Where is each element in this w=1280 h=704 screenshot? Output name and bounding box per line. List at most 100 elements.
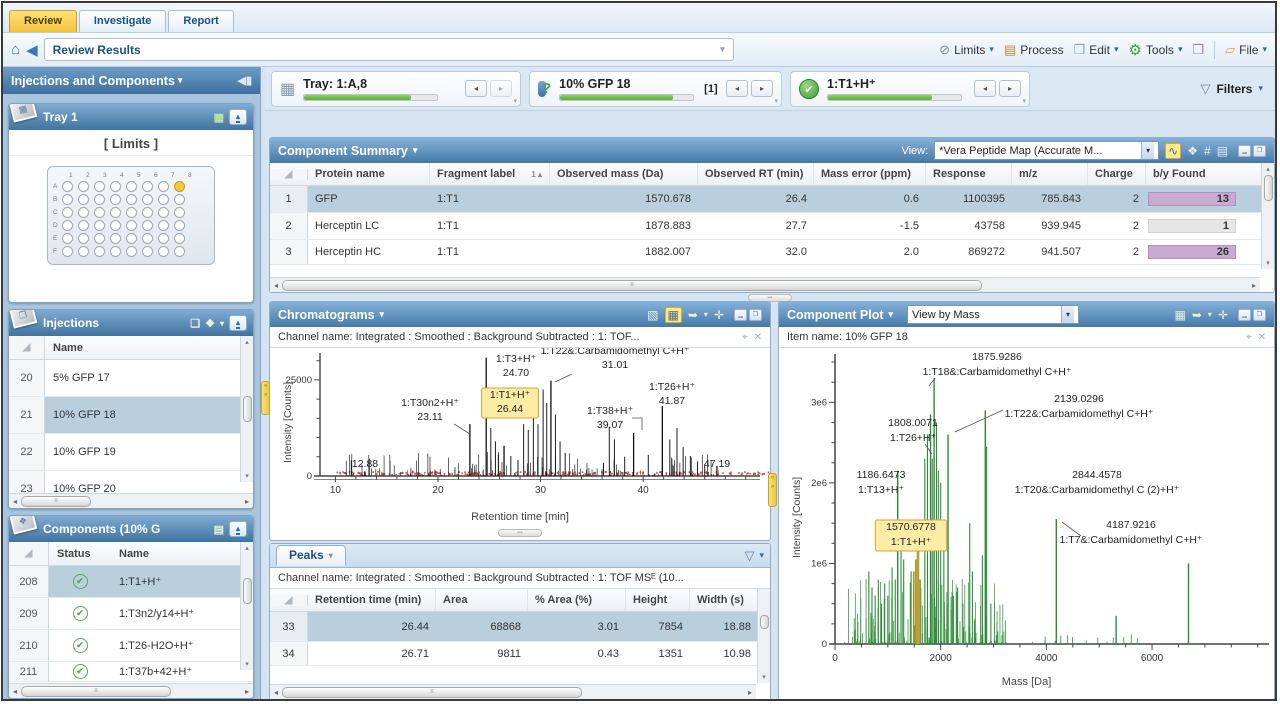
minimize-button[interactable]: ▁	[734, 308, 747, 321]
peaks-filter-icon[interactable]: ▽	[744, 547, 755, 563]
well-D4[interactable]	[110, 220, 121, 231]
restore-button[interactable]: ❐	[749, 308, 762, 321]
well-D1[interactable]	[62, 220, 73, 231]
injections-hscrollbar[interactable]: ◂ ≡ ▸	[9, 493, 253, 508]
injections-panel-header[interactable]: Injections ❏ ❖ ▾ ▴	[9, 310, 253, 336]
component-plot-title[interactable]: Component Plot ▾	[787, 307, 894, 322]
component-row-selected[interactable]: 208 ✔ 1:T1+H⁺	[9, 566, 253, 598]
peaks-row-selected[interactable]: 33 26.44 68868 3.01 7854 18.88	[270, 612, 770, 642]
scroll-down-icon[interactable]: ▾	[245, 473, 249, 480]
scroll-down-icon[interactable]: ▾	[1266, 260, 1270, 267]
breadcrumb[interactable]: Review Results ▾	[43, 38, 734, 61]
well-C2[interactable]	[78, 207, 89, 218]
col-observed-rt[interactable]: Observed RT (min)	[698, 163, 814, 185]
component-view-icon[interactable]: ∿	[1165, 142, 1182, 159]
home-icon[interactable]: ⌂	[11, 41, 21, 58]
tools-button[interactable]: ⚙ Tools ▾	[1128, 41, 1182, 59]
well-B2[interactable]	[78, 194, 89, 205]
mass-spectrum-plot[interactable]: 0 2000 4000 6000 0 1e6 2e6 3e6 1186.6473 1:T13+H⁺…	[779, 348, 1274, 670]
sidebar-header[interactable]: Injections and Components ▾ ◀▮	[3, 67, 260, 94]
scroll-down-icon[interactable]: ▾	[762, 674, 766, 681]
components-hscrollbar[interactable]: ◂ ≡ ▸	[9, 683, 253, 698]
components-name-header[interactable]: Name	[119, 547, 149, 560]
well-C3[interactable]	[94, 207, 105, 218]
scroll-right-icon[interactable]: ▸	[1251, 280, 1256, 290]
report-view-icon[interactable]: ▤	[1216, 143, 1228, 158]
minimize-button[interactable]: ▁	[1238, 144, 1251, 157]
summary-vscrollbar[interactable]: ▴ ▾	[1261, 163, 1274, 269]
component-prev-button[interactable]: ◂	[974, 80, 996, 97]
component-row[interactable]: 210 ✔ 1:T26-H2O+H⁺	[9, 630, 253, 662]
scroll-left-icon[interactable]: ◂	[13, 496, 18, 506]
injection-row[interactable]: 20 5% GFP 17	[9, 360, 253, 397]
well-D5[interactable]	[126, 220, 137, 231]
table-view-icon[interactable]: ▦	[664, 306, 682, 323]
sort-corner-icon[interactable]: ◢	[9, 336, 45, 359]
component-summary-title[interactable]: Component Summary ▾	[278, 143, 418, 158]
injection-next-button[interactable]: ▸	[751, 80, 773, 97]
well-E6[interactable]	[142, 233, 153, 244]
summary-row[interactable]: 3 Herceptin HC 1:T1 1882.007 32.0 2.0 86…	[270, 240, 1274, 265]
injection-segment[interactable]: ? 10% GFP 18 [1] ◂ ▸ ▾	[529, 70, 782, 107]
injection-prev-button[interactable]: ◂	[726, 80, 748, 97]
well-A1[interactable]	[62, 181, 73, 192]
well-E7[interactable]	[158, 233, 169, 244]
scroll-thumb[interactable]	[759, 615, 769, 629]
filters-button[interactable]: ▽ Filters ▾	[1190, 74, 1273, 104]
peaks-filter-caret-icon[interactable]: ▾	[759, 550, 764, 560]
scroll-left-icon[interactable]: ◂	[13, 686, 18, 696]
scroll-thumb[interactable]: ≡	[21, 685, 172, 697]
tray-limits-label[interactable]: [ Limits ]	[9, 130, 253, 156]
tray-next-button[interactable]: ▸	[490, 80, 512, 97]
panels-splitter[interactable]: «»	[768, 473, 777, 507]
well-E3[interactable]	[94, 233, 105, 244]
peaks-tab[interactable]: Peaks ▾	[276, 545, 346, 566]
well-F1[interactable]	[62, 246, 73, 257]
chromatogram-plot[interactable]: 10 20 30 40 0 25000 12.88 1:T30n2+H⁺ 23.11 1:T3+H…	[270, 345, 770, 510]
col-pct-area[interactable]: % Area (%)	[528, 589, 626, 611]
scroll-left-icon[interactable]: ◂	[274, 687, 279, 697]
well-E4[interactable]	[110, 233, 121, 244]
injections-vscrollbar[interactable]: ▴ ▾	[240, 336, 253, 482]
tray-panel-header[interactable]: Tray 1 ▦ ▴	[9, 104, 253, 130]
tree-icon[interactable]: ❖	[1187, 143, 1198, 158]
col-observed-mass[interactable]: Observed mass (Da)	[550, 163, 698, 185]
restore-button[interactable]: ❐	[1253, 308, 1266, 321]
well-D2[interactable]	[78, 220, 89, 231]
restore-button[interactable]: ❐	[1253, 144, 1266, 157]
scroll-thumb[interactable]	[242, 578, 252, 604]
molecule-icon[interactable]: ❖	[205, 317, 215, 330]
well-E8[interactable]	[174, 233, 185, 244]
tab-investigate[interactable]: Investigate	[78, 10, 167, 32]
scroll-thumb[interactable]	[1263, 175, 1273, 201]
summary-row-selected[interactable]: 1 GFP 1:T1 1570.678 26.4 0.6 1100395 785…	[270, 186, 1274, 213]
well-C4[interactable]	[110, 207, 121, 218]
scroll-up-icon[interactable]: ▴	[245, 545, 249, 552]
well-B7[interactable]	[158, 194, 169, 205]
well-A8[interactable]	[174, 181, 185, 192]
scroll-thumb[interactable]: ≡	[21, 495, 92, 507]
edit-button[interactable]: ❐ Edit ▾	[1074, 42, 1119, 58]
well-A2[interactable]	[78, 181, 89, 192]
scroll-thumb[interactable]	[242, 396, 252, 422]
well-B6[interactable]	[142, 194, 153, 205]
view-dropdown[interactable]: *Vera Peptide Map (Accurate M... ▾	[934, 141, 1160, 160]
pin-icon[interactable]: ⌖	[1245, 331, 1252, 343]
col-response[interactable]: Response	[926, 163, 1012, 185]
well-E1[interactable]	[62, 233, 73, 244]
scroll-thumb[interactable]: ≡	[282, 686, 583, 698]
injection-row-selected[interactable]: 21 10% GFP 18	[9, 397, 253, 434]
peaks-row[interactable]: 34 26.71 9811 0.43 1351 10.98	[270, 642, 770, 666]
col-height[interactable]: Height	[626, 589, 690, 611]
col-retention-time[interactable]: Retention time (min)	[308, 589, 436, 611]
tray-prev-button[interactable]: ◂	[465, 80, 487, 97]
components-status-header[interactable]: Status	[57, 547, 91, 560]
col-mass-error[interactable]: Mass error (ppm)	[814, 163, 926, 185]
summary-hscrollbar[interactable]: ◂ ≡ ▸	[270, 277, 1260, 292]
component-segment[interactable]: ✔ 1:T1+H⁺ ◂ ▸ ▾	[790, 70, 1030, 107]
export-caret-icon[interactable]: ▾	[703, 310, 708, 319]
well-F2[interactable]	[78, 246, 89, 257]
col-fragment-label[interactable]: Fragment label 1 ▴	[430, 163, 550, 185]
report-icon[interactable]: ▤	[213, 523, 224, 536]
well-C7[interactable]	[158, 207, 169, 218]
